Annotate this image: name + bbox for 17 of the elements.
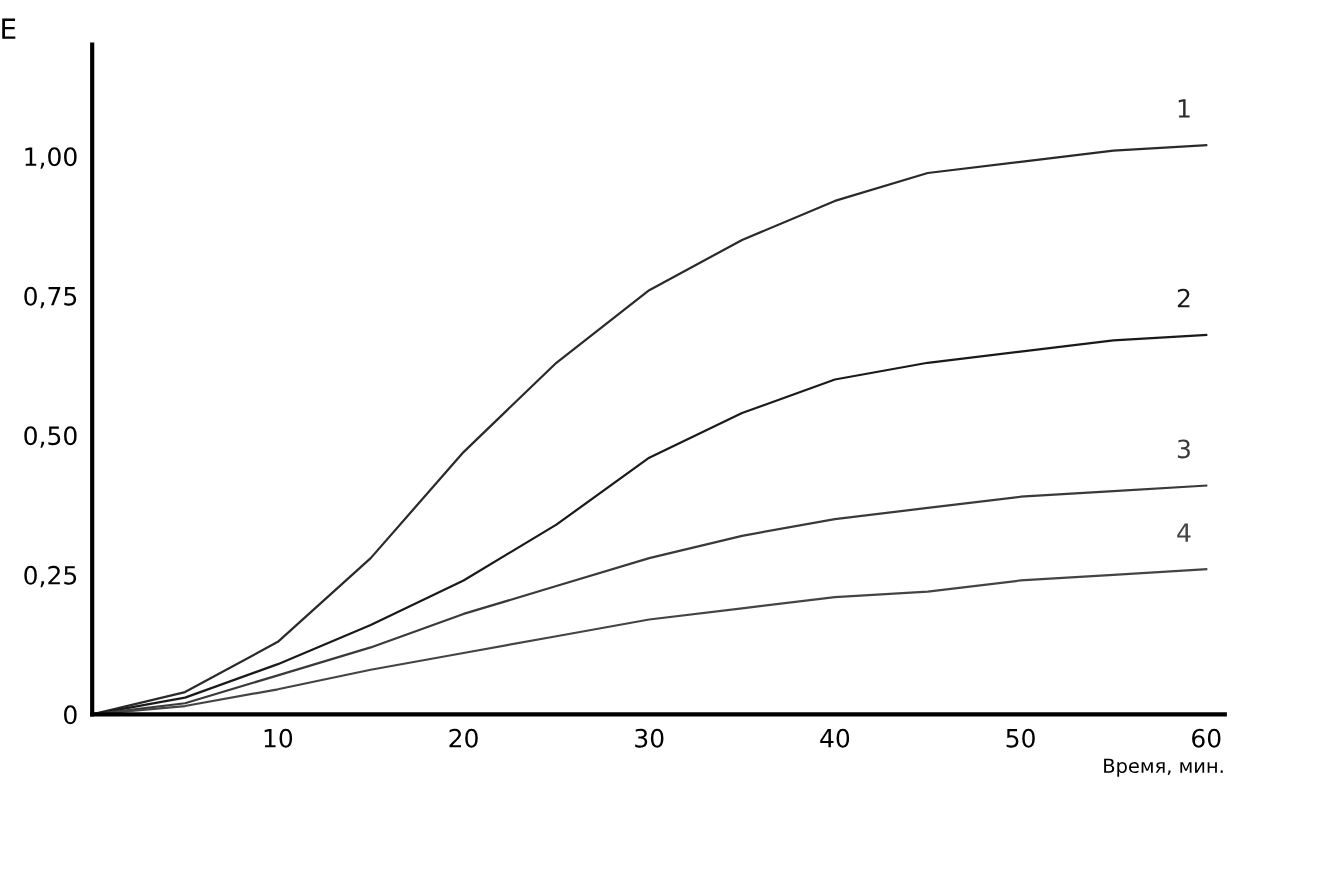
x-tick-label: 20 xyxy=(449,728,478,748)
x-tick-label: 10 xyxy=(264,728,293,748)
series-label: 2 xyxy=(1177,288,1190,308)
series-label: 1 xyxy=(1178,99,1190,118)
y-tick-label: 1,00 xyxy=(25,147,77,169)
series-label: 3 xyxy=(1177,439,1190,459)
y-tick-label: 0,50 xyxy=(24,426,77,448)
y-axis-title: E xyxy=(2,18,16,39)
y-tick-label: 0 xyxy=(64,705,77,725)
y-tick-label: 0,25 xyxy=(24,565,77,588)
series-label: 4 xyxy=(1177,523,1191,542)
x-tick-label: 60 xyxy=(1192,728,1221,748)
x-tick-label: 40 xyxy=(820,728,850,748)
x-tick-label: 30 xyxy=(635,728,664,748)
y-tick-label: 0,75 xyxy=(24,286,77,309)
x-axis-title: Время, мин. xyxy=(1104,758,1223,777)
x-tick-label: 50 xyxy=(1006,728,1035,748)
